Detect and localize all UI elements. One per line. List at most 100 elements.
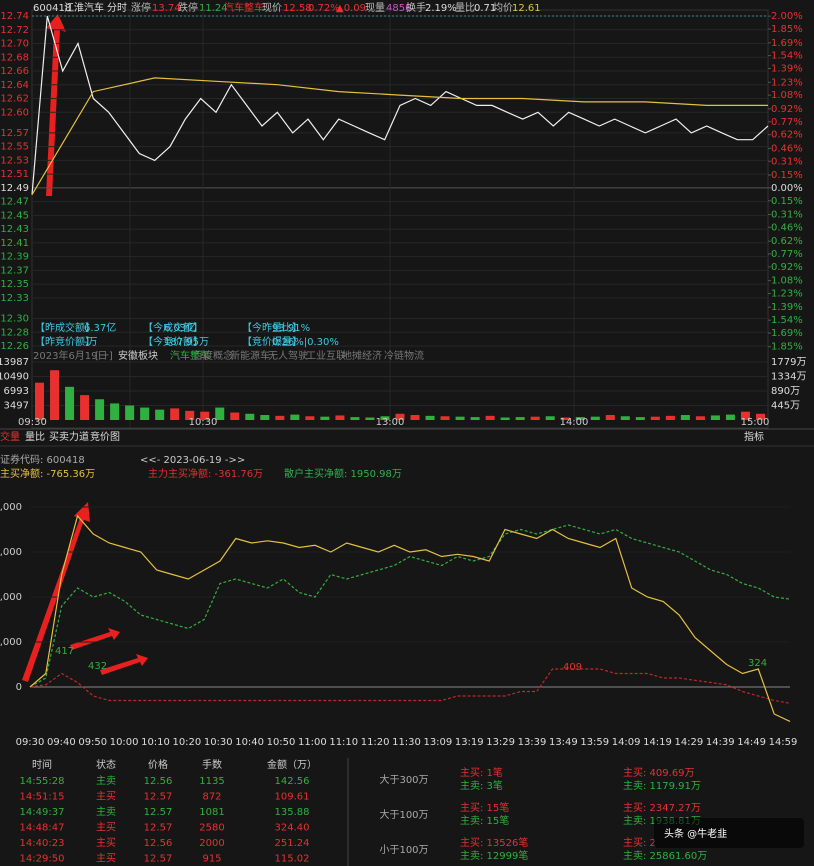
flow-x-label: 14:59 [769,737,798,748]
price-tick-label: 12.37 [0,265,29,276]
volume-tick-label: 6993 [4,386,29,397]
table-cell: 14:48:47 [20,823,65,834]
summary-sell-amount: 主卖: 1179.91万 [623,780,701,792]
flow-x-label: 13:29 [486,737,515,748]
flow-x-label: 13:39 [518,737,547,748]
volume-bar [755,413,765,420]
volume-bar [290,414,300,420]
volume-bar [605,415,615,420]
volume-bar [230,412,240,420]
info-text: 187.95万 [164,337,209,348]
flow-tick-label: 1,000 [0,637,22,648]
tab[interactable]: 指标 [744,430,764,443]
summary-buy-count: 主买: 13526笔 [460,836,528,849]
table-cell: 主卖 [96,806,116,818]
tab[interactable]: 交量 [0,430,20,443]
tag-text: 安徽板块 [118,349,158,362]
summary-label: 小于100万 [379,844,428,856]
average-line [31,77,768,196]
tab[interactable]: 竞价图 [90,430,120,443]
table-cell: 2000 [199,838,224,849]
price-tick-label: 12.68 [0,52,29,63]
main-line [29,514,791,722]
legend-entry: 主买净额: -765.36万 [0,467,95,480]
table-cell: 主买 [96,791,116,803]
pct-tick-label: 1.23% [771,288,803,299]
tag-text: 工业互联 [306,350,346,362]
volume-bar [590,416,600,420]
header-text: 12.61 [512,3,541,14]
flow-x-label: 14:19 [643,737,672,748]
watermark: 头条 @牛老韭 [664,827,727,840]
price-tick-label: 12.66 [0,66,29,77]
table-cell: 14:40:23 [20,838,65,849]
flow-tick-label: 4,000 [0,502,22,513]
table-cell: 135.88 [275,807,310,818]
volume-bar [500,417,510,420]
table-cell: 2580 [199,823,224,834]
volume-bar [380,416,390,420]
time-label: 14:00 [560,417,589,428]
volume-bar [695,416,705,420]
header-text: 现量 [365,2,385,14]
summary-buy-amount: 主买: 2 [623,837,656,849]
summary-sell-count: 主卖: 3笔 [460,779,503,792]
volume-bar [260,415,270,420]
watermark-bg [654,818,804,848]
price-tick-label: 12.47 [0,197,29,208]
volume-bar [710,415,720,420]
flow-x-label: 10:30 [204,737,233,748]
pct-tick-label: 0.62% [771,236,803,247]
header-text: 跌停 [178,1,198,14]
summary-buy-amount: 主买: 2347.27万 [623,802,701,814]
price-tick-label: 12.39 [0,252,29,263]
price-tick-label: 12.35 [0,279,29,290]
tab[interactable]: 买卖力道 [49,430,89,443]
header-text: 换手 [406,1,426,14]
pct-tick-label: 1.54% [771,315,803,326]
table-cell: 12.57 [144,823,173,834]
volume-bar [170,408,180,420]
volume-right-label: 1334万 [771,372,806,383]
header-text: 江淮汽车 [64,1,104,14]
annotation: 417 [55,646,74,657]
info-text: -万 [84,337,98,348]
header-text: 涨停 [131,1,151,14]
price-tick-label: 12.43 [0,224,29,235]
pct-tick-label: 1.85% [771,342,803,353]
code-label: 证券代码: 600418 [0,453,85,466]
flow-x-label: 09:30 [16,737,45,748]
volume-bar [530,416,540,420]
flow-x-label: 10:40 [235,737,264,748]
summary-sell-count: 主卖: 15笔 [460,814,509,827]
info-text: 93.91% [272,323,310,334]
price-tick-label: 12.26 [0,341,29,352]
time-label: 09:30 [18,417,47,428]
table-cell: 915 [202,854,221,865]
table-cell: 主卖 [96,775,116,787]
annotation: 409 [563,662,582,673]
volume-bar [680,415,690,420]
header-text: 0.72% [308,3,340,14]
volume-bar [455,416,465,420]
table-cell: 12.57 [144,807,173,818]
header-text: 12.58 [283,3,312,14]
tab[interactable]: 量比 [25,431,45,443]
pct-tick-label: 1.23% [771,77,803,88]
flow-x-label: 09:40 [47,737,76,748]
flow-x-label: 14:09 [612,737,641,748]
flow-x-label: 11:10 [329,737,358,748]
flow-x-label: 14:29 [674,737,703,748]
volume-tick-label: 10490 [0,372,29,383]
price-tick-label: 12.41 [0,238,29,249]
header-text: 现价 [262,2,282,14]
time-label: 10:30 [189,417,218,428]
big-line [29,668,791,704]
flow-x-label: 13:09 [423,737,452,748]
red-arrow [22,502,90,682]
red-arrow [46,14,66,196]
info-text: 【今成交额】 [143,321,203,334]
flow-x-label: 10:00 [110,737,139,748]
table-cell: 主买 [96,822,116,834]
